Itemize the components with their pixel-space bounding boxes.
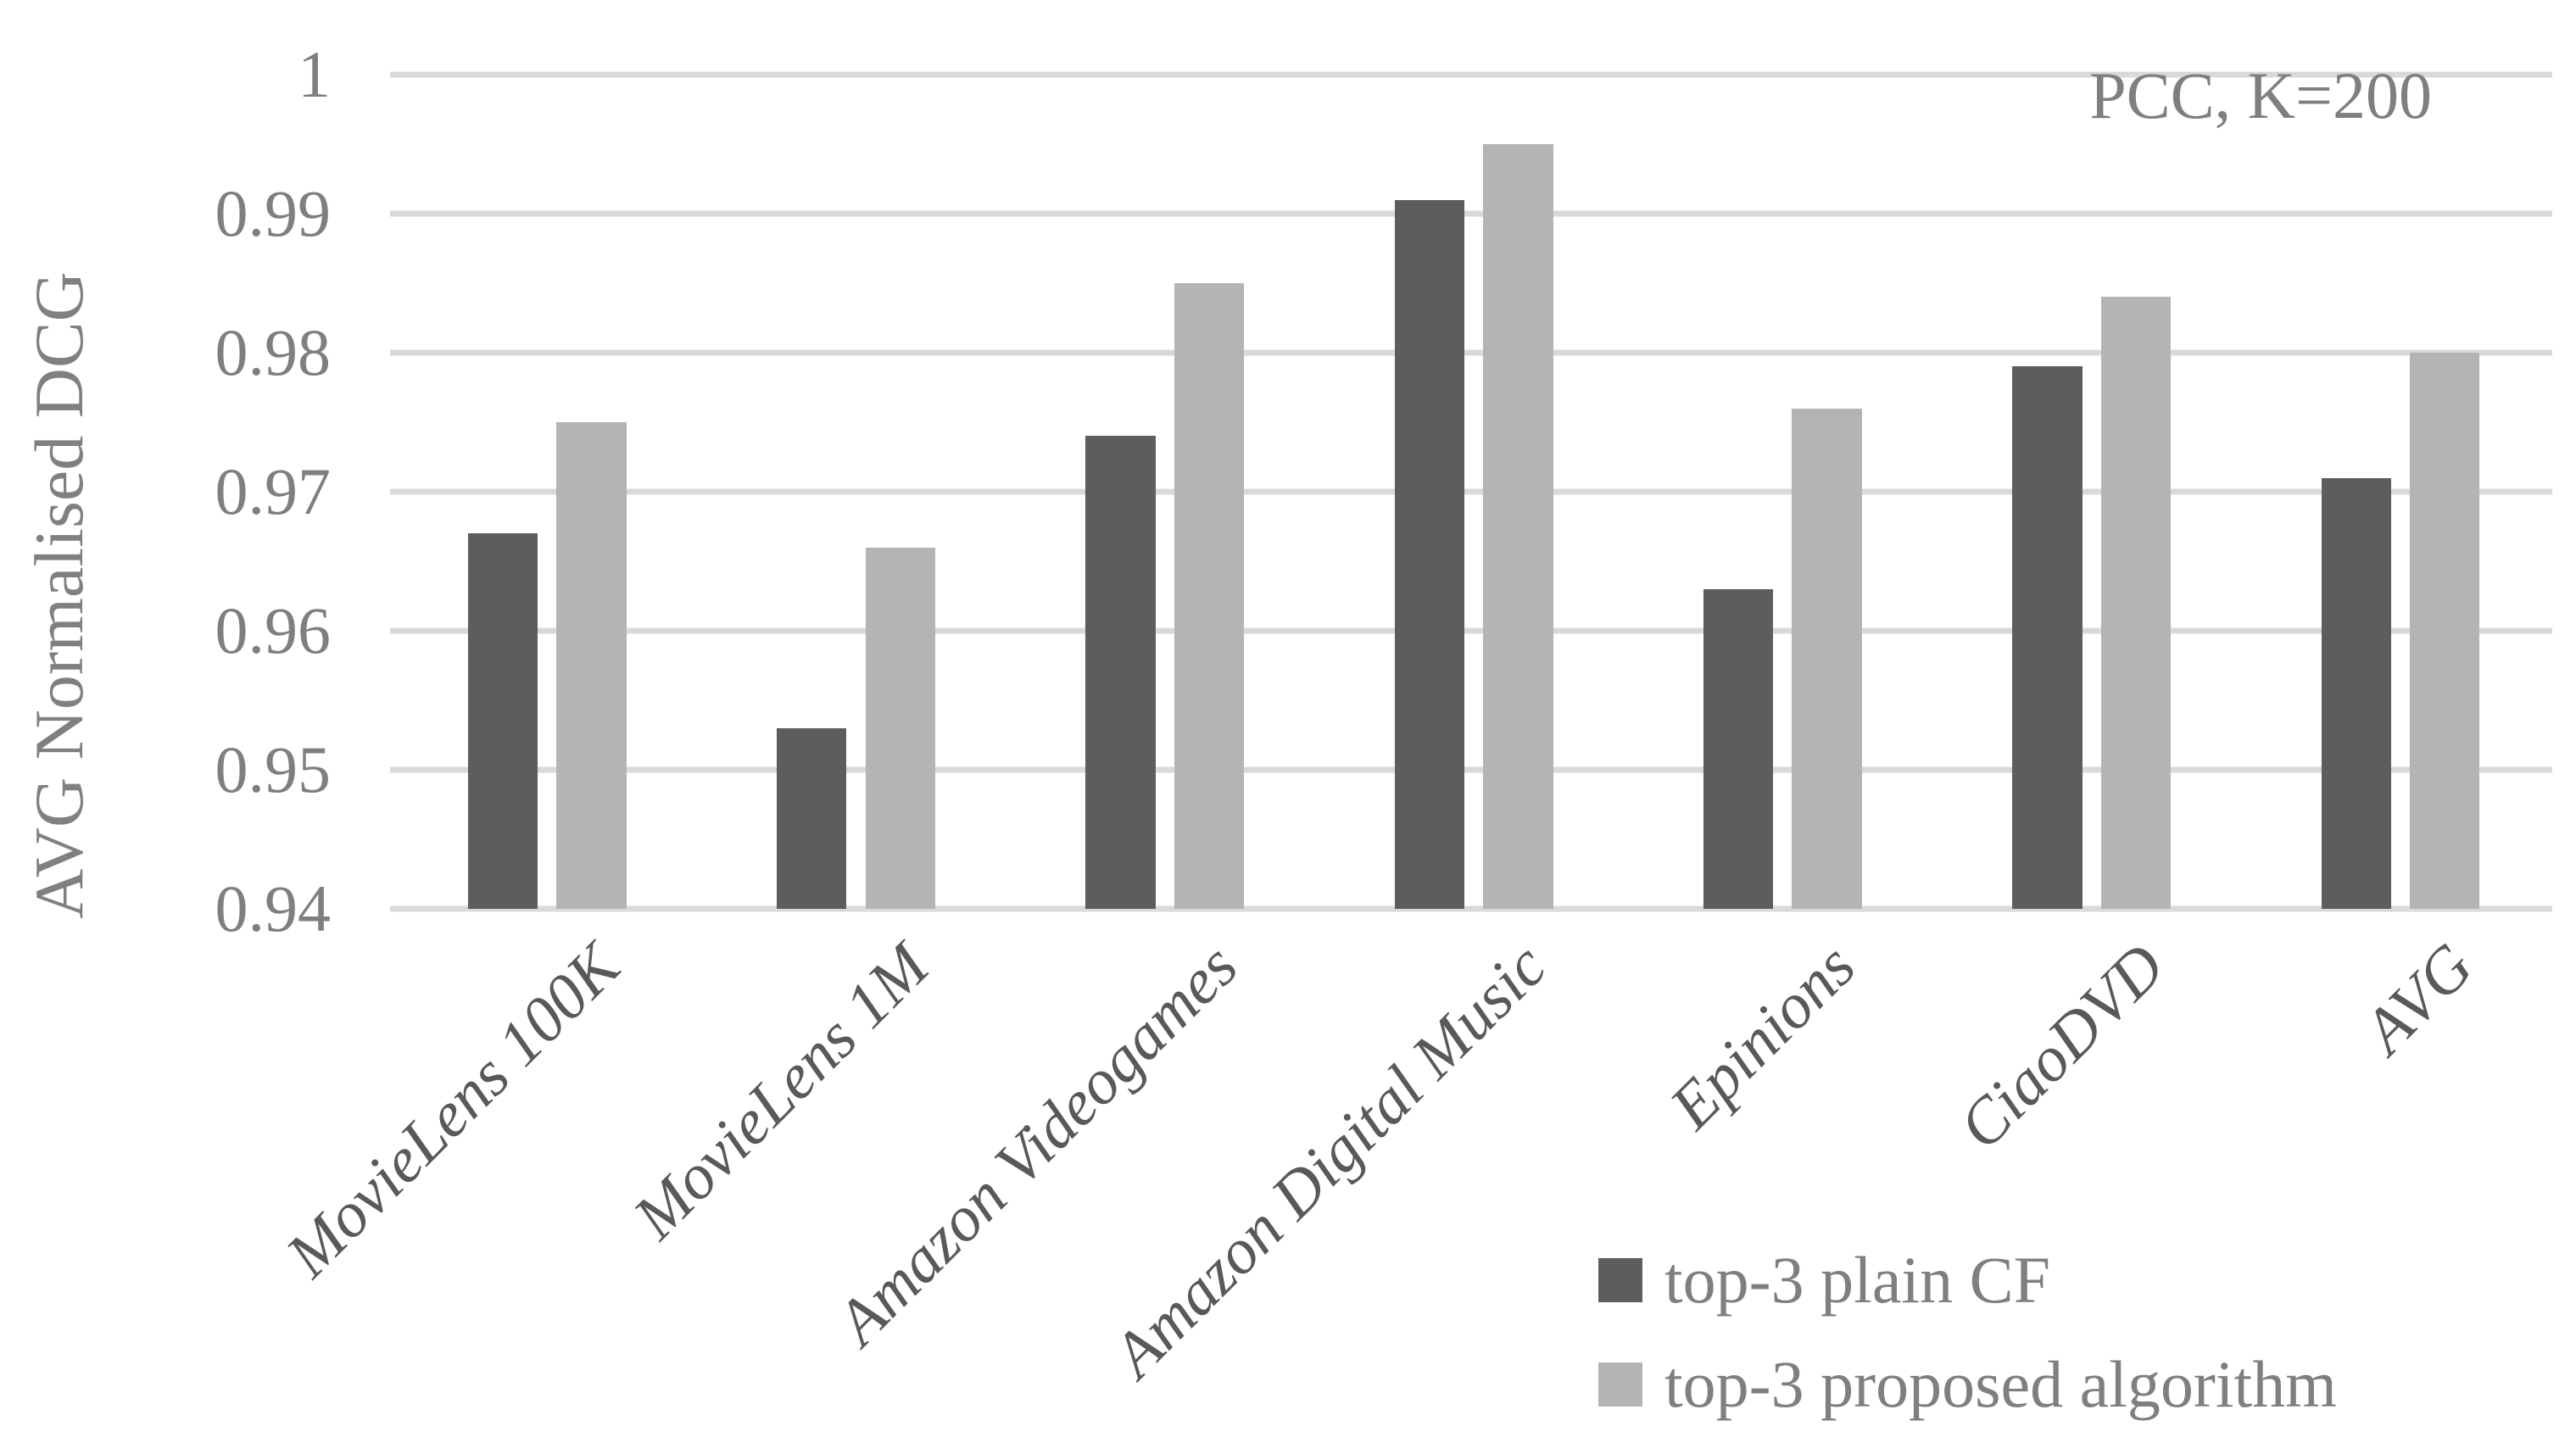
annotation-text: PCC, K=200 xyxy=(2089,58,2432,132)
bar-top-3-proposed-algorithm-movielens-1m xyxy=(865,547,935,909)
bar-group-amazon-digital-music xyxy=(1317,75,1625,909)
legend-row-top-3-proposed-algorithm: top-3 proposed algorithm xyxy=(1598,1332,2337,1436)
y-tick-label-0.96: 0.96 xyxy=(215,593,332,667)
x-category-label-avg: AVG xyxy=(2350,930,2487,1067)
x-category-label-epinions: Epinions xyxy=(1656,930,1869,1143)
bar-top-3-proposed-algorithm-amazon-digital-music xyxy=(1483,144,1553,909)
x-category-label-movielens-1m: MovieLens 1M xyxy=(619,930,942,1253)
gridline-0.95 xyxy=(390,766,2552,773)
y-tick-label-0.98: 0.98 xyxy=(215,315,332,389)
bar-group-ciaodvd xyxy=(1934,75,2243,909)
bar-group-avg xyxy=(2244,75,2552,909)
y-axis-tick-labels: 1 0.99 0.98 0.97 0.96 0.95 0.94 xyxy=(85,42,332,942)
bar-top-3-proposed-algorithm-epinions xyxy=(1792,408,1862,909)
legend-row-top-3-plain-cf: top-3 plain CF xyxy=(1598,1228,2337,1332)
bar-top-3-plain-cf-movielens-100k xyxy=(467,533,538,909)
legend-label-top-3-plain-cf: top-3 plain CF xyxy=(1664,1242,2051,1317)
bar-group-movielens-100k xyxy=(390,75,699,909)
plot-area xyxy=(390,71,2552,912)
legend-label-top-3-proposed-algorithm: top-3 proposed algorithm xyxy=(1664,1346,2337,1421)
gridline-0.96 xyxy=(390,627,2552,634)
gridline-0.98 xyxy=(390,349,2552,356)
y-tick-label-1: 1 xyxy=(298,37,331,111)
bar-group-movielens-1m xyxy=(699,75,1007,909)
bar-top-3-plain-cf-movielens-1m xyxy=(777,727,847,909)
bar-top-3-plain-cf-amazon-digital-music xyxy=(1394,199,1464,909)
bar-group-epinions xyxy=(1625,75,1934,909)
y-tick-label-0.95: 0.95 xyxy=(215,733,332,806)
y-tick-label-0.94: 0.94 xyxy=(215,872,332,945)
bar-group-amazon-videogames xyxy=(1008,75,1317,909)
legend-swatch-top-3-proposed-algorithm xyxy=(1598,1362,1642,1407)
gridline-1 xyxy=(390,71,2552,78)
gridline-0.94 xyxy=(390,905,2552,912)
gridline-0.99 xyxy=(390,210,2552,217)
bar-top-3-plain-cf-epinions xyxy=(1703,588,1774,909)
y-tick-label-0.97: 0.97 xyxy=(215,454,332,528)
x-category-label-movielens-100k: MovieLens 100K xyxy=(272,930,633,1291)
bar-top-3-plain-cf-amazon-videogames xyxy=(1085,436,1156,909)
y-axis-title-text: AVG Normalised DCG xyxy=(20,271,98,919)
legend-swatch-top-3-plain-cf xyxy=(1598,1257,1642,1302)
x-category-label-ciaodvd: CiaoDVD xyxy=(1944,930,2178,1163)
legend: top-3 plain CF top-3 proposed algorithm xyxy=(1598,1228,2337,1436)
bar-top-3-proposed-algorithm-ciaodvd xyxy=(2100,297,2172,909)
bar-top-3-plain-cf-avg xyxy=(2321,477,2391,909)
bar-top-3-proposed-algorithm-movielens-100k xyxy=(556,422,627,909)
y-tick-label-0.99: 0.99 xyxy=(215,176,332,250)
bar-top-3-proposed-algorithm-amazon-videogames xyxy=(1174,283,1245,909)
bar-top-3-plain-cf-ciaodvd xyxy=(2012,366,2083,909)
gridline-0.97 xyxy=(390,488,2552,495)
bar-top-3-proposed-algorithm-avg xyxy=(2410,353,2480,909)
